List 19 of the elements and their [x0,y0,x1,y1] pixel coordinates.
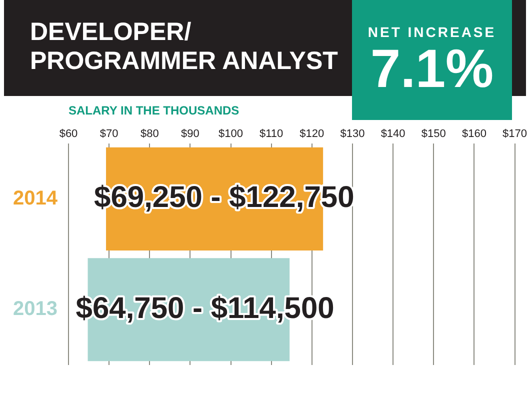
x-tick-label: $170 [502,128,528,140]
x-tick-label: $160 [462,128,486,140]
x-tick-label: $80 [140,128,159,140]
text: NET INCREASE [366,24,498,40]
annotation: $64,750 - $114,500 [76,292,334,325]
x-tick-label: $150 [421,128,446,140]
x-tick-label: $130 [340,128,365,140]
x-tick-label: $90 [181,128,200,140]
text: 7.1% [369,39,495,99]
x-tick-label: $120 [300,128,324,140]
x-tick-label: $70 [100,128,118,140]
x-tick-label: $110 [260,128,284,140]
y-tick-label: 2014 [12,187,58,210]
x-axis-title: SALARY IN THE THOUSANDS [68,104,240,118]
x-tick-label: $60 [59,128,78,140]
x-tick-label: $140 [380,128,406,140]
x-tick-label: $100 [218,128,244,140]
y-tick-label: 2013 [12,298,58,320]
chart-title: DEVELOPER/ PROGRAMMER ANALYST [30,18,339,76]
